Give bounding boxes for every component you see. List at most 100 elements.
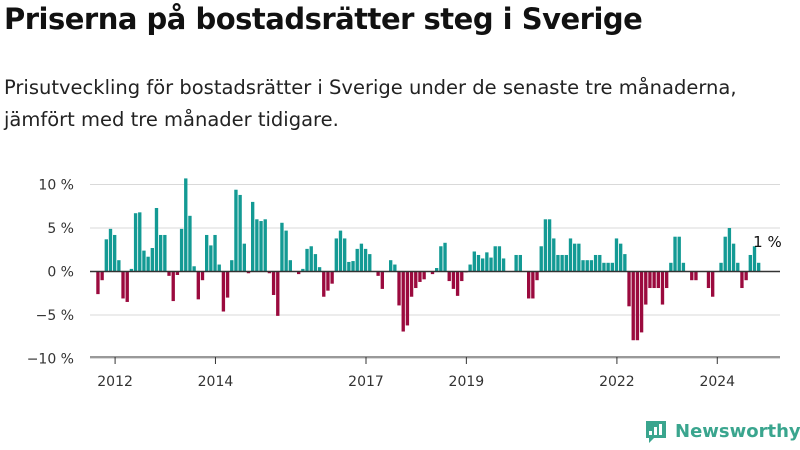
bar [727, 228, 732, 272]
newsworthy-logo: Newsworthy [644, 418, 800, 444]
bar [644, 271, 648, 305]
bar [259, 221, 263, 272]
bar [665, 271, 669, 289]
bar [326, 271, 330, 291]
bar [280, 222, 284, 272]
bar [376, 271, 380, 276]
bar [401, 271, 405, 332]
bar [313, 254, 318, 272]
y-axis-labels: 10 % 5 % 0 % −5 % −10 % [27, 178, 74, 368]
bar [514, 254, 518, 272]
bar [593, 254, 598, 272]
bar [234, 189, 238, 272]
bar [414, 271, 418, 289]
bar [133, 213, 138, 272]
bar [347, 261, 351, 272]
bar [501, 258, 506, 272]
bar [334, 238, 338, 272]
bar [455, 271, 460, 296]
brand-name: Newsworthy [675, 420, 800, 442]
bar [96, 271, 100, 295]
bar [267, 271, 272, 274]
bar [163, 234, 167, 272]
bar [485, 252, 489, 272]
bar [108, 228, 113, 272]
bar [443, 242, 447, 272]
x-tick-label: 2017 [348, 374, 384, 390]
bar [343, 238, 347, 272]
data-label: 1 % [753, 233, 782, 251]
bar [355, 248, 359, 272]
bar [171, 271, 175, 302]
y-tick-label: −10 % [27, 352, 74, 368]
bar [736, 262, 740, 272]
bar [552, 238, 556, 272]
bar [744, 271, 748, 281]
bar [150, 248, 154, 272]
bar [209, 245, 213, 272]
bar [230, 260, 234, 272]
bar [614, 238, 619, 272]
bar [159, 234, 163, 272]
bar [205, 234, 209, 272]
bar [322, 271, 326, 297]
bar [481, 258, 485, 272]
bar [271, 271, 276, 295]
bar [405, 271, 410, 326]
bar [439, 246, 443, 272]
bar [179, 228, 184, 272]
bar [648, 271, 652, 289]
bar [577, 243, 581, 272]
bar [200, 271, 205, 281]
bar [472, 251, 476, 272]
bar [284, 230, 288, 272]
bar [740, 271, 744, 289]
bar [660, 271, 665, 305]
annotations: 1 % [753, 233, 782, 251]
bar [539, 246, 543, 272]
bar [397, 271, 401, 306]
bar [460, 271, 464, 282]
bar [556, 254, 560, 272]
x-tick-label: 2022 [599, 374, 635, 390]
bar [669, 262, 673, 272]
bar [117, 260, 121, 272]
bar [184, 178, 188, 272]
x-tick-label: 2014 [198, 374, 234, 390]
bar [418, 271, 422, 282]
bar [142, 250, 146, 272]
bar [255, 219, 259, 272]
bar [138, 212, 142, 272]
bar [652, 271, 656, 289]
bar [125, 271, 129, 302]
bar [217, 264, 221, 272]
bars [96, 178, 761, 341]
bar [154, 207, 159, 272]
bar [100, 271, 104, 281]
bar [518, 254, 522, 272]
bar [430, 271, 435, 275]
bar [681, 262, 686, 272]
bar [497, 246, 502, 272]
bar [690, 271, 694, 281]
chart-title: Priserna på bostadsrätter steg i Sverige [4, 2, 643, 36]
bar [409, 271, 414, 297]
bar [602, 262, 606, 272]
bar [757, 262, 761, 272]
bar [422, 271, 426, 280]
y-tick-label: −5 % [36, 308, 74, 324]
bar [113, 234, 117, 272]
bar [451, 271, 456, 289]
bar [121, 271, 125, 299]
bar [368, 254, 372, 272]
bar [489, 257, 493, 272]
bar [581, 260, 585, 272]
bar [673, 236, 677, 272]
bar [606, 262, 610, 272]
bar [468, 264, 472, 272]
bar [547, 219, 552, 272]
bar [719, 262, 723, 272]
bar [238, 194, 242, 272]
newsworthy-chart-icon [646, 421, 666, 443]
bar [706, 271, 711, 289]
